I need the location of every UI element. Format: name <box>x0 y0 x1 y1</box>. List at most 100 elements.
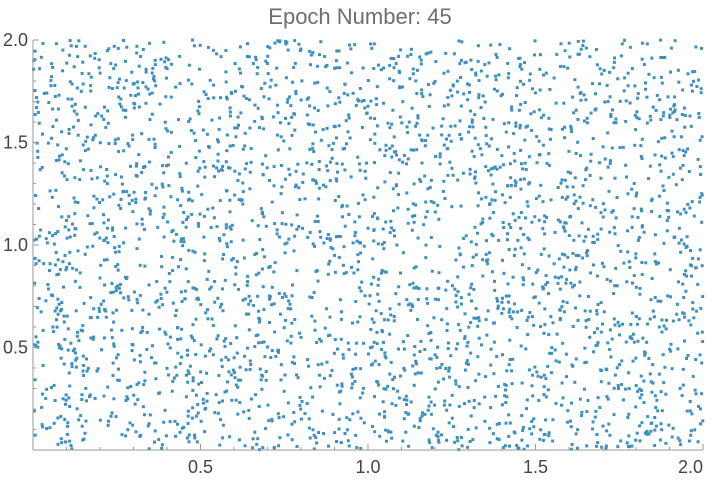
data-point <box>67 132 71 135</box>
data-point <box>75 268 79 272</box>
data-point <box>511 212 515 216</box>
data-point <box>424 52 428 56</box>
data-point <box>307 96 310 100</box>
data-point <box>343 432 347 435</box>
data-point <box>427 438 431 442</box>
data-point <box>325 126 329 130</box>
data-point <box>306 358 309 362</box>
data-point <box>335 66 339 70</box>
data-point <box>412 182 416 186</box>
data-point <box>81 143 85 147</box>
data-point <box>36 340 40 344</box>
data-point <box>654 260 657 264</box>
data-point <box>341 356 345 360</box>
data-point <box>561 300 565 303</box>
data-point <box>628 101 632 105</box>
data-point <box>293 318 297 321</box>
data-point <box>485 239 488 243</box>
data-point <box>519 102 523 106</box>
data-point <box>436 286 440 290</box>
data-point <box>284 318 287 322</box>
data-point <box>434 433 438 437</box>
data-point <box>677 148 681 152</box>
data-point <box>40 165 44 169</box>
data-point <box>447 366 451 370</box>
data-point <box>65 61 69 65</box>
data-point <box>634 252 638 256</box>
data-point <box>539 183 543 187</box>
data-point <box>166 220 170 224</box>
data-point <box>409 400 413 404</box>
data-point <box>416 236 420 240</box>
data-point <box>519 79 522 83</box>
data-point <box>361 193 365 197</box>
data-point <box>354 366 358 370</box>
data-point <box>446 347 450 350</box>
data-point <box>204 93 208 97</box>
data-point <box>148 118 152 121</box>
data-point <box>229 227 233 231</box>
data-point <box>102 394 106 398</box>
data-point <box>491 117 495 121</box>
data-point <box>560 381 564 385</box>
data-point <box>129 93 133 97</box>
data-point <box>578 195 582 199</box>
data-point <box>148 41 151 45</box>
data-point <box>547 116 551 120</box>
data-point <box>248 359 252 363</box>
data-point <box>264 370 268 373</box>
data-point <box>433 403 437 407</box>
data-point <box>350 386 354 390</box>
data-point <box>337 49 341 53</box>
data-point <box>211 48 215 52</box>
data-point <box>386 318 390 322</box>
data-point <box>628 266 632 269</box>
data-point <box>592 241 596 245</box>
data-point <box>311 242 315 246</box>
data-point <box>662 381 666 385</box>
data-point <box>450 416 454 420</box>
data-point <box>389 430 393 434</box>
data-point <box>132 106 136 110</box>
data-point <box>213 411 217 415</box>
data-point <box>68 39 72 43</box>
data-point <box>637 117 641 121</box>
data-point <box>41 328 45 332</box>
data-point <box>481 217 485 221</box>
data-point <box>615 196 619 199</box>
data-point <box>559 64 562 68</box>
data-point <box>614 216 618 220</box>
data-point <box>140 222 144 226</box>
data-point <box>423 144 427 148</box>
data-point <box>520 381 524 385</box>
data-point <box>309 53 313 57</box>
data-point <box>668 268 672 272</box>
data-point <box>41 364 45 367</box>
data-point <box>531 282 535 286</box>
data-point <box>383 154 387 158</box>
data-point <box>116 46 120 50</box>
data-point <box>333 102 337 106</box>
data-point <box>74 351 77 355</box>
data-point <box>98 201 101 204</box>
data-point <box>229 91 233 94</box>
data-point <box>198 212 202 216</box>
data-point <box>57 343 61 346</box>
data-point <box>543 323 547 327</box>
data-point <box>682 312 686 316</box>
data-point <box>566 195 570 199</box>
data-point <box>190 416 194 420</box>
data-point <box>654 424 658 428</box>
data-point <box>71 266 75 270</box>
data-point <box>276 111 280 115</box>
data-point <box>459 204 463 208</box>
data-point <box>349 372 353 376</box>
data-point <box>257 320 261 324</box>
data-point <box>270 285 274 289</box>
data-point <box>54 251 58 255</box>
data-point <box>442 377 446 381</box>
data-point <box>273 261 277 265</box>
data-point <box>354 352 358 356</box>
data-point <box>445 147 449 151</box>
data-point <box>103 179 107 183</box>
